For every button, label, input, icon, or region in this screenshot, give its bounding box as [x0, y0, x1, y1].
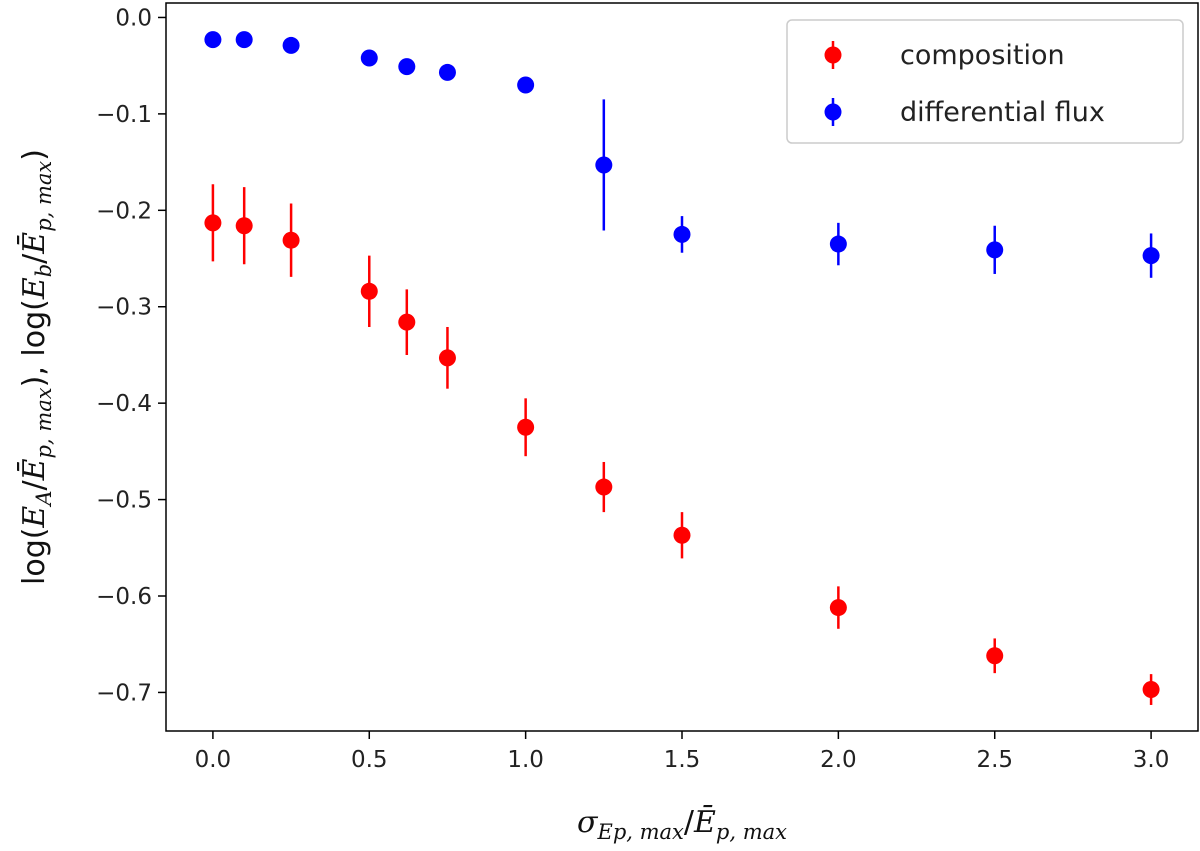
data-point-composition — [235, 217, 253, 235]
data-point-differential-flux — [204, 31, 222, 49]
x-tick-label: 0.0 — [195, 747, 232, 773]
data-point-composition — [282, 231, 300, 249]
y-tick-label: −0.5 — [96, 488, 152, 514]
data-point-composition — [204, 214, 222, 232]
x-tick-label: 1.0 — [507, 747, 544, 773]
data-point-differential-flux — [438, 63, 456, 81]
y-tick-label: 0.0 — [115, 5, 152, 31]
series-composition — [204, 184, 1160, 705]
data-point-composition — [517, 418, 535, 436]
x-tick-label: 2.0 — [820, 747, 857, 773]
legend-marker-differential-flux — [824, 103, 842, 121]
series-differential-flux — [204, 31, 1160, 278]
data-point-differential-flux — [673, 225, 691, 243]
y-tick-label: −0.3 — [96, 295, 152, 321]
data-point-composition — [438, 349, 456, 367]
x-axis-label: σEp, max/Ēp, max — [577, 805, 787, 844]
y-tick-label: −0.2 — [96, 198, 152, 224]
data-point-composition — [986, 647, 1004, 665]
x-tick-label: 0.5 — [351, 747, 388, 773]
y-axis-label: log(EA/Ēp, max), log(Eb/Ēp, max) — [17, 149, 56, 585]
y-tick-label: −0.1 — [96, 102, 152, 128]
data-point-composition — [360, 282, 378, 300]
x-tick-label: 3.0 — [1133, 747, 1170, 773]
data-point-differential-flux — [595, 156, 613, 174]
data-series-layer — [204, 31, 1160, 705]
legend-label-composition: composition — [900, 40, 1065, 71]
legend-label-differential-flux: differential flux — [900, 97, 1105, 128]
data-point-composition — [829, 599, 847, 617]
x-axis-ticks: 0.0 0.5 1.0 1.5 2.0 2.5 3.0 — [195, 731, 1170, 773]
legend: composition differential flux — [786, 19, 1184, 144]
y-axis-ticks: 0.0 −0.1 −0.2 −0.3 −0.4 −0.5 −0.6 −0.7 — [96, 5, 166, 706]
data-point-differential-flux — [517, 76, 535, 94]
y-tick-label: −0.6 — [96, 584, 152, 610]
data-point-composition — [398, 313, 416, 331]
data-point-composition — [595, 478, 613, 496]
data-point-differential-flux — [1142, 247, 1160, 265]
data-point-differential-flux — [282, 36, 300, 54]
legend-box — [786, 19, 1184, 144]
legend-marker-composition — [824, 46, 842, 64]
x-tick-label: 2.5 — [976, 747, 1013, 773]
data-point-composition — [1142, 681, 1160, 699]
data-point-differential-flux — [829, 235, 847, 253]
data-point-differential-flux — [398, 58, 416, 76]
y-tick-label: −0.4 — [96, 391, 152, 417]
x-tick-label: 1.5 — [664, 747, 701, 773]
data-point-composition — [673, 526, 691, 544]
y-tick-label: −0.7 — [96, 680, 152, 706]
data-point-differential-flux — [360, 49, 378, 67]
data-point-differential-flux — [986, 241, 1004, 259]
data-point-differential-flux — [235, 31, 253, 49]
